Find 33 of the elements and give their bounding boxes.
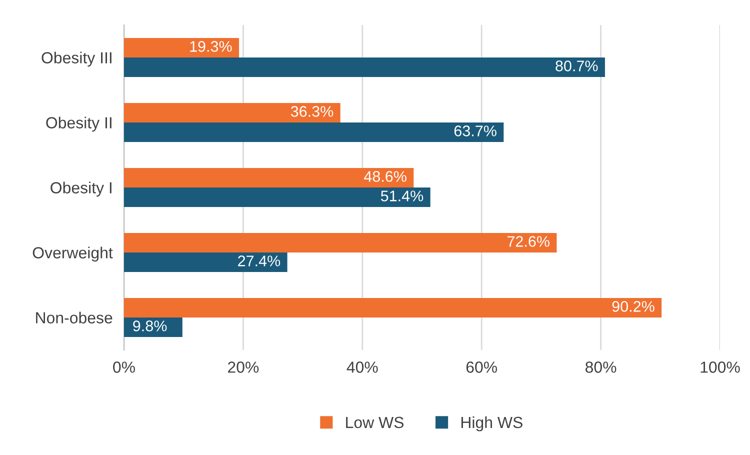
bar <box>124 233 557 252</box>
legend-label: Low WS <box>346 416 404 428</box>
data-label: 90.2% <box>612 301 654 312</box>
bar <box>124 298 662 318</box>
x-tick-label: 20% <box>228 362 259 373</box>
x-tick-label: 60% <box>466 362 498 373</box>
x-tick-label: 0% <box>113 362 135 373</box>
y-tick-label: Obesity III <box>42 52 112 67</box>
data-label: 36.3% <box>290 106 334 117</box>
x-tick-label: 100% <box>700 362 740 373</box>
y-tick-label: Non-obese <box>36 312 112 324</box>
bar <box>124 188 430 207</box>
bar <box>124 318 182 337</box>
x-tick-label: 40% <box>346 362 378 373</box>
data-label: 63.7% <box>454 126 496 136</box>
data-label: 48.6% <box>364 171 406 182</box>
legend-label: High WS <box>461 416 522 432</box>
data-label: 72.6% <box>507 236 550 247</box>
bar <box>124 252 288 272</box>
bar <box>124 168 414 188</box>
x-tick-label: 80% <box>586 362 616 373</box>
data-label: 19.3% <box>190 41 232 52</box>
data-label: 27.4% <box>238 256 280 266</box>
bar <box>124 58 605 77</box>
data-label: 80.7% <box>556 60 598 72</box>
y-tick-label: Overweight <box>32 246 113 262</box>
y-tick-label: Obesity I <box>50 182 112 197</box>
data-label: 9.8% <box>133 320 167 332</box>
bar <box>124 38 240 58</box>
bar <box>124 103 340 122</box>
data-label: 51.4% <box>380 190 424 202</box>
y-tick-label: Obesity II <box>46 116 112 132</box>
bar <box>124 122 504 142</box>
